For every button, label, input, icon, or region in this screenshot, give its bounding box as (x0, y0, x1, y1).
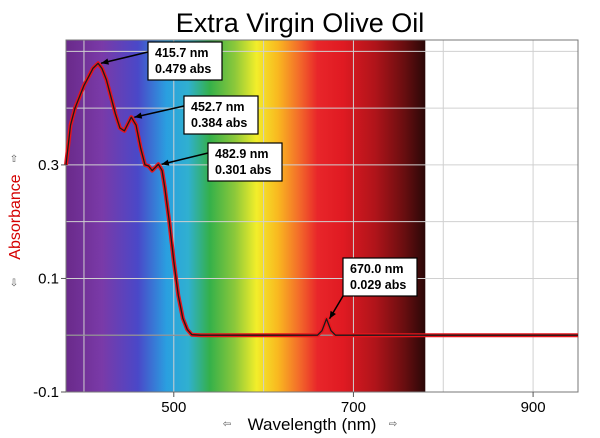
annotation-wavelength: 415.7 nm (155, 46, 209, 60)
peak-annotations: 415.7 nm 0.479 abs 452.7 nm 0.384 abs 482.9 … (100, 41, 418, 320)
chart-title: Extra Virgin Olive Oil (176, 8, 425, 38)
annotation-callout: 482.9 nm 0.301 abs (161, 142, 283, 182)
x-axis-ticks: 500 700 900 (161, 392, 546, 416)
annotation-box (207, 142, 283, 182)
plot-area (64, 39, 579, 393)
annotation-wavelength: 452.7 nm (191, 100, 245, 114)
y-axis-ticks: -0.1 0.1 0.3 (33, 157, 66, 401)
plot-frame (65, 39, 579, 393)
annotation-box (147, 41, 223, 81)
annotation-callout: 670.0 nm 0.029 abs (328, 257, 418, 320)
annotation-pointer (161, 152, 209, 166)
absorbance-series-core (65, 62, 578, 336)
y-arrow-up-icon: ⇧ (10, 154, 18, 165)
annotation-wavelength: 670.0 nm (350, 262, 404, 276)
x-tick-label: 500 (161, 399, 186, 416)
y-axis-label: Absorbance (7, 174, 24, 259)
annotation-wavelength: 482.9 nm (215, 147, 269, 161)
visible-spectrum-band (66, 40, 426, 392)
annotation-absorbance: 0.479 abs (155, 62, 211, 76)
annotation-arrowhead (134, 112, 143, 119)
x-tick-label: 700 (341, 399, 366, 416)
annotation-callout: 452.7 nm 0.384 abs (134, 95, 259, 135)
x-arrow-right-icon: ⇨ (389, 419, 397, 430)
x-tick-label: 900 (521, 399, 546, 416)
annotation-absorbance: 0.384 abs (191, 116, 247, 130)
annotation-arrowhead (329, 310, 336, 319)
annotation-pointer (100, 51, 149, 65)
annotation-absorbance: 0.029 abs (350, 278, 406, 292)
annotation-pointer (134, 105, 185, 118)
y-tick-label: -0.1 (33, 384, 59, 401)
x-arrow-left-icon: ⇦ (223, 419, 231, 430)
annotation-box (342, 257, 418, 297)
annotation-arrowhead (101, 58, 109, 65)
annotation-callout: 415.7 nm 0.479 abs (100, 41, 223, 81)
annotation-box (183, 95, 259, 135)
y-tick-label: 0.1 (38, 270, 59, 287)
annotation-absorbance: 0.301 abs (215, 163, 271, 177)
y-tick-label: 0.3 (38, 157, 59, 174)
x-axis-label: Wavelength (nm) (248, 415, 377, 434)
y-arrow-down-icon: ⇩ (10, 278, 18, 289)
annotation-arrowhead (161, 159, 170, 166)
